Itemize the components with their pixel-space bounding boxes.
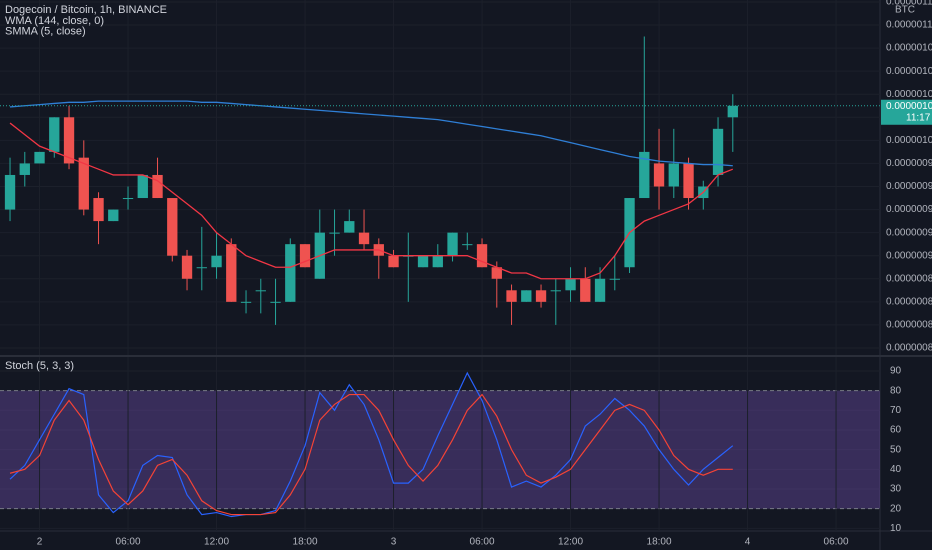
y-tick-label: 0.00000104 xyxy=(886,89,932,100)
indicator-line xyxy=(9,371,734,518)
overlay-line xyxy=(9,100,733,167)
candle-body xyxy=(609,278,620,280)
candle-body xyxy=(550,290,561,292)
candle-body xyxy=(476,244,488,268)
x-tick-label: 06:00 xyxy=(470,537,495,548)
y-tick-label: 30 xyxy=(890,484,902,495)
candle-body xyxy=(447,232,458,256)
candle-body xyxy=(285,244,296,302)
candle-body xyxy=(4,174,16,210)
candle-body xyxy=(712,128,724,175)
candle-body xyxy=(639,151,650,199)
x-tick-label: 2 xyxy=(37,537,43,548)
candle-body xyxy=(727,105,738,118)
last-price-box xyxy=(881,99,932,125)
candle-body xyxy=(122,198,134,200)
candle-body xyxy=(93,198,104,222)
grid xyxy=(0,390,880,510)
overlay-line xyxy=(9,122,734,280)
chart-title: Dogecoin / Bitcoin, 1h, BINANCE xyxy=(5,4,167,16)
y-tick-label: 0.00000108 xyxy=(886,43,932,54)
legend-entry: WMA (144, close, 0) xyxy=(5,15,104,27)
candle-body xyxy=(329,232,340,234)
candle-body xyxy=(49,117,60,152)
y-tick-label: 0.00000092 xyxy=(886,227,932,238)
candle-body xyxy=(226,244,237,302)
y-tick-label: 0.00000106 xyxy=(886,66,932,77)
candle-body xyxy=(491,267,502,279)
x-tick-label: 3 xyxy=(391,537,397,548)
y-tick-label: 60 xyxy=(890,425,902,436)
marks xyxy=(0,36,880,518)
candle-body xyxy=(152,174,163,199)
y-tick-label: 90 xyxy=(890,366,902,377)
candle-body xyxy=(388,255,399,268)
indicator-title: Stoch (5, 3, 3) xyxy=(5,360,74,372)
x-tick-label: 06:00 xyxy=(116,537,141,548)
candle-body xyxy=(565,278,576,291)
y-tick-label: 0.00000094 xyxy=(886,204,932,215)
x-tick-label: 06:00 xyxy=(824,537,849,548)
x-tick-label: 18:00 xyxy=(293,537,318,548)
candle-body xyxy=(108,209,119,222)
candle-body xyxy=(683,163,694,199)
y-tick-label: 0.00000112 xyxy=(886,0,932,8)
y-tick-label: 40 xyxy=(890,464,902,475)
y-tick-label: 80 xyxy=(890,385,902,396)
candle-body xyxy=(417,255,429,268)
candle-body xyxy=(19,163,30,175)
y-tick-label: 70 xyxy=(890,405,902,416)
countdown-label: 11:17 xyxy=(906,112,931,123)
y-tick-label: 50 xyxy=(890,444,902,455)
candle-body xyxy=(167,198,178,256)
candle-body xyxy=(358,232,370,245)
candle-body xyxy=(668,163,679,187)
y-tick-label: 0.00000096 xyxy=(886,181,932,192)
indicator-line xyxy=(9,393,733,516)
candle-body xyxy=(521,290,532,302)
candle-body xyxy=(255,290,266,292)
candle-body xyxy=(181,255,193,279)
y-tick-label: 0.00000088 xyxy=(886,273,932,284)
candle-body xyxy=(211,255,222,268)
band-fill xyxy=(0,390,880,509)
last-price-label: 0.00000103 xyxy=(886,101,932,112)
x-tick-label: 12:00 xyxy=(558,537,583,548)
x-tick-label: 18:00 xyxy=(647,537,672,548)
candle-body xyxy=(78,157,89,210)
candle-body xyxy=(137,174,148,199)
candle-body xyxy=(196,267,207,269)
y-tick-label: 0.00000082 xyxy=(886,343,932,354)
y-tick-label: 0.00000086 xyxy=(886,296,932,307)
candle-body xyxy=(240,301,252,303)
candle-body xyxy=(270,301,281,303)
legend-entry: SMMA (5, close) xyxy=(5,25,86,37)
labels: 0.00000082 0.00000084 0.00000086 0.00000088… xyxy=(5,0,932,548)
x-tick-label: 12:00 xyxy=(204,537,229,548)
candle-body xyxy=(63,117,75,164)
candle-body xyxy=(653,163,665,187)
candle-body xyxy=(344,221,355,233)
candle-body xyxy=(506,290,517,302)
y-tick-label: 20 xyxy=(890,503,902,514)
candle-body xyxy=(535,290,547,302)
x-tick-label: 4 xyxy=(745,537,751,548)
currency-label: BTC xyxy=(895,5,915,16)
candle-body xyxy=(594,278,606,302)
y-tick-label: 10 xyxy=(890,523,902,534)
candle-body xyxy=(299,244,311,268)
candle-body xyxy=(432,255,443,268)
y-tick-label: 0.00000084 xyxy=(886,320,932,331)
candle-body xyxy=(580,278,591,302)
y-tick-label: 0.00000098 xyxy=(886,158,932,169)
candle-body xyxy=(462,244,473,246)
candle-body xyxy=(34,151,45,164)
